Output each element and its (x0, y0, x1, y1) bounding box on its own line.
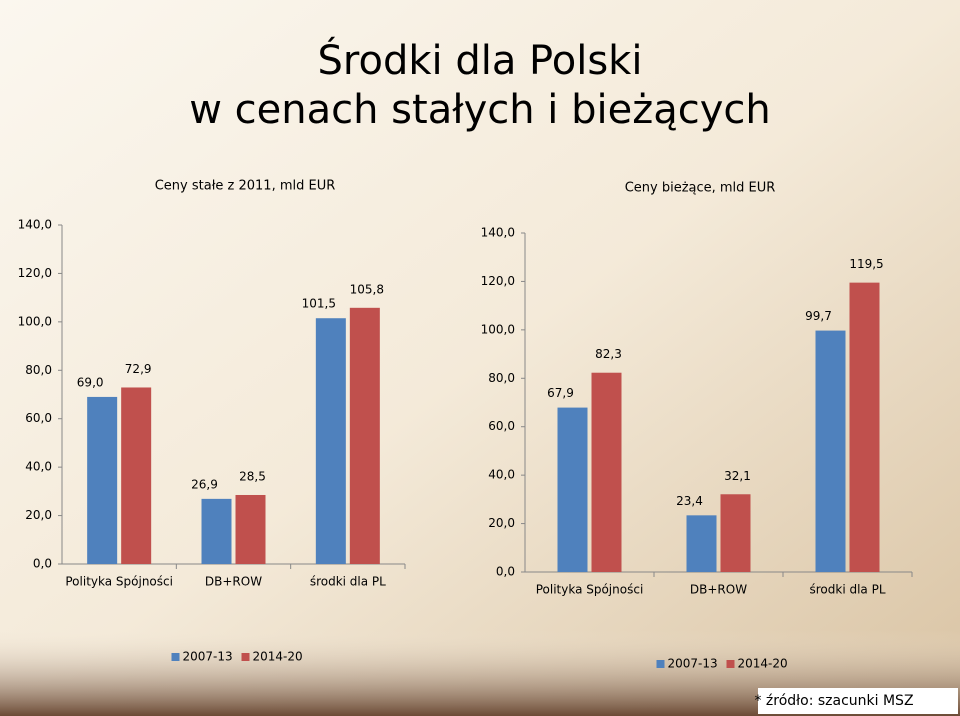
bar (315, 318, 346, 564)
bar (349, 307, 380, 564)
bar (87, 396, 118, 564)
footnote-box (758, 688, 958, 714)
x-tick-label: środki dla PL (310, 575, 386, 589)
value-label: 105,8 (350, 282, 384, 296)
y-tick-label: 100,0 (18, 314, 52, 328)
value-label: 119,5 (849, 257, 883, 271)
legend-label: 2007-13 (183, 650, 233, 664)
value-label: 99,7 (805, 309, 832, 323)
x-tick-label: Polityka Spójności (536, 583, 644, 597)
y-tick-label: 60,0 (488, 419, 515, 433)
y-tick-label: 40,0 (25, 460, 52, 474)
x-tick-label: DB+ROW (205, 575, 262, 589)
bar (849, 282, 880, 572)
slide-title: w cenach stałych i bieżących (189, 87, 771, 133)
x-tick-label: DB+ROW (690, 583, 747, 597)
value-label: 72,9 (125, 362, 152, 376)
slide-title: Środki dla Polski (318, 36, 643, 84)
value-label: 28,5 (239, 469, 266, 483)
value-label: 26,9 (191, 477, 218, 491)
bar (686, 515, 717, 572)
bar (121, 387, 152, 564)
y-tick-label: 80,0 (25, 363, 52, 377)
x-tick-label: środki dla PL (809, 583, 885, 597)
legend-label: 2014-20 (253, 650, 303, 664)
legend-swatch (656, 660, 665, 668)
bar (720, 494, 751, 572)
y-tick-label: 20,0 (488, 516, 515, 530)
chart-title: Ceny stałe z 2011, mld EUR (155, 179, 336, 194)
y-tick-label: 0,0 (33, 557, 52, 571)
y-tick-label: 100,0 (481, 322, 515, 336)
y-tick-label: 40,0 (488, 468, 515, 482)
value-label: 32,1 (724, 469, 751, 483)
y-tick-label: 20,0 (25, 508, 52, 522)
value-label: 23,4 (676, 494, 703, 508)
value-label: 69,0 (77, 375, 104, 389)
legend-label: 2007-13 (668, 657, 718, 671)
legend-label: 2014-20 (738, 657, 788, 671)
footnote: * źródło: szacunki MSZ (754, 693, 913, 709)
y-tick-label: 80,0 (488, 371, 515, 385)
y-tick-label: 0,0 (496, 565, 515, 579)
value-label: 101,5 (302, 297, 336, 311)
y-tick-label: 120,0 (481, 274, 515, 288)
y-tick-label: 120,0 (18, 266, 52, 280)
bar (201, 498, 232, 564)
y-tick-label: 60,0 (25, 411, 52, 425)
x-tick-label: Polityka Spójności (65, 575, 173, 589)
bar (815, 330, 846, 572)
value-label: 82,3 (595, 347, 622, 361)
bar (591, 372, 622, 572)
legend-swatch (726, 660, 735, 668)
bar (235, 494, 266, 564)
legend-swatch (241, 653, 250, 661)
value-label: 67,9 (547, 386, 574, 400)
y-tick-label: 140,0 (18, 218, 52, 232)
chart-title: Ceny bieżące, mld EUR (625, 181, 776, 196)
y-tick-label: 140,0 (481, 226, 515, 240)
bar (557, 407, 588, 572)
legend-swatch (171, 653, 180, 661)
